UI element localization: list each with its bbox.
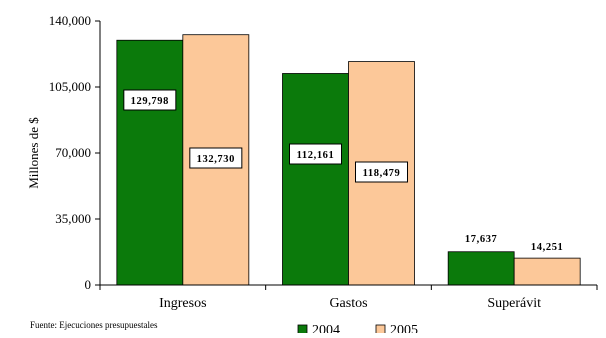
y-tick-label: 105,000 <box>49 79 91 94</box>
bars-group <box>116 34 581 286</box>
y-tick-label: 0 <box>85 277 92 292</box>
data-label-box <box>189 147 243 169</box>
data-label: 132,730 <box>197 154 235 165</box>
data-label: 14,251 <box>531 242 563 253</box>
data-label: 17,637 <box>465 234 497 245</box>
legend-label-2005: 2005 <box>390 323 418 333</box>
x-ticks-group: Ingresos Gastos Superávit <box>99 285 598 311</box>
x-tick-label: Ingresos <box>159 296 206 311</box>
y-tick-label: 140,000 <box>49 13 91 28</box>
source-note: Fuente: Ejecuciones presupuestales <box>30 320 158 330</box>
legend-label-2004: 2004 <box>312 323 340 333</box>
legend-swatch-2005 <box>375 324 386 335</box>
data-label: 112,161 <box>297 150 335 161</box>
legend: 2004 2005 <box>297 323 418 338</box>
bar-2005-superávit <box>513 257 581 286</box>
legend-swatch-2004 <box>297 324 308 335</box>
y-ticks-group: 0 35,000 70,000 105,000 140,000 <box>49 13 100 292</box>
data-label-box <box>289 143 342 165</box>
y-tick-label: 35,000 <box>55 211 91 226</box>
data-label: 129,798 <box>131 96 169 107</box>
bar-2004-ingresos <box>116 39 184 286</box>
y-tick-label: 70,000 <box>55 145 91 160</box>
data-label-box <box>355 161 408 183</box>
bar-2004-gastos <box>282 73 349 286</box>
data-labels-group: 129,798 112,161 17,637 132,730 118,479 14,251 <box>123 89 563 253</box>
data-label: 118,479 <box>363 168 401 179</box>
bar-2004-superávit <box>447 251 515 286</box>
x-tick-label: Gastos <box>329 296 367 311</box>
y-axis-title: Millones de $ <box>26 117 41 189</box>
data-label-box <box>123 89 177 111</box>
x-tick-label: Superávit <box>487 296 541 311</box>
